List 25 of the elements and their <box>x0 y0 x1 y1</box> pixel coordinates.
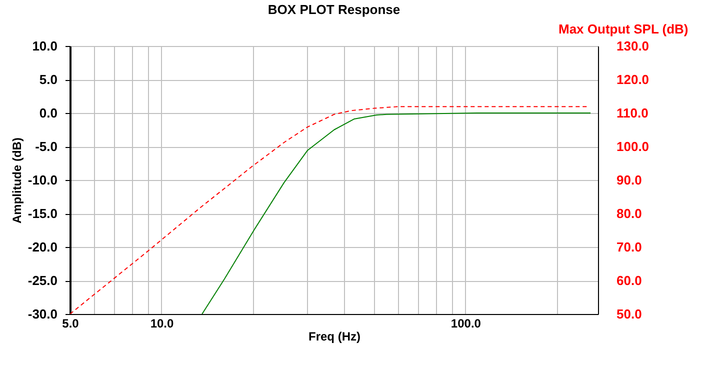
y2-tick-label: 90.0 <box>616 172 642 188</box>
y2-tick-label: 120.0 <box>616 72 650 87</box>
y-tick-label: 0.0 <box>39 106 58 120</box>
y-tick-label: -20.0 <box>28 240 58 254</box>
x-tick-label: 10.0 <box>150 316 174 330</box>
y2-tick-label: 60.0 <box>616 273 642 288</box>
chart-title: BOX PLOT Response <box>268 2 400 17</box>
y2-tick-label: 70.0 <box>616 240 642 254</box>
y2-tick-label: 110.0 <box>616 106 648 120</box>
y2-tick-label: 100.0 <box>616 139 650 154</box>
y2-axis-title: Max Output SPL (dB) <box>558 22 688 36</box>
y-tick-label: 10.0 <box>32 38 58 54</box>
y2-tick-label: 130.0 <box>616 38 650 54</box>
y-axis-title: Amplitude (dB) <box>10 138 24 224</box>
x-axis-title: Freq (Hz) <box>308 330 360 344</box>
y-tick-label: -5.0 <box>35 139 58 154</box>
y-tick-label: -10.0 <box>28 172 58 188</box>
y-tick-label: 5.0 <box>39 72 58 87</box>
y2-tick-label: 80.0 <box>616 206 642 221</box>
x-tick-label: 5.0 <box>62 316 80 330</box>
y-tick-label: -25.0 <box>28 273 58 288</box>
y2-tick-label: 50.0 <box>616 306 642 322</box>
y-tick-label: -15.0 <box>28 206 58 221</box>
y-tick-label: -30.0 <box>28 306 58 322</box>
x-tick-label: 100.0 <box>450 316 482 330</box>
